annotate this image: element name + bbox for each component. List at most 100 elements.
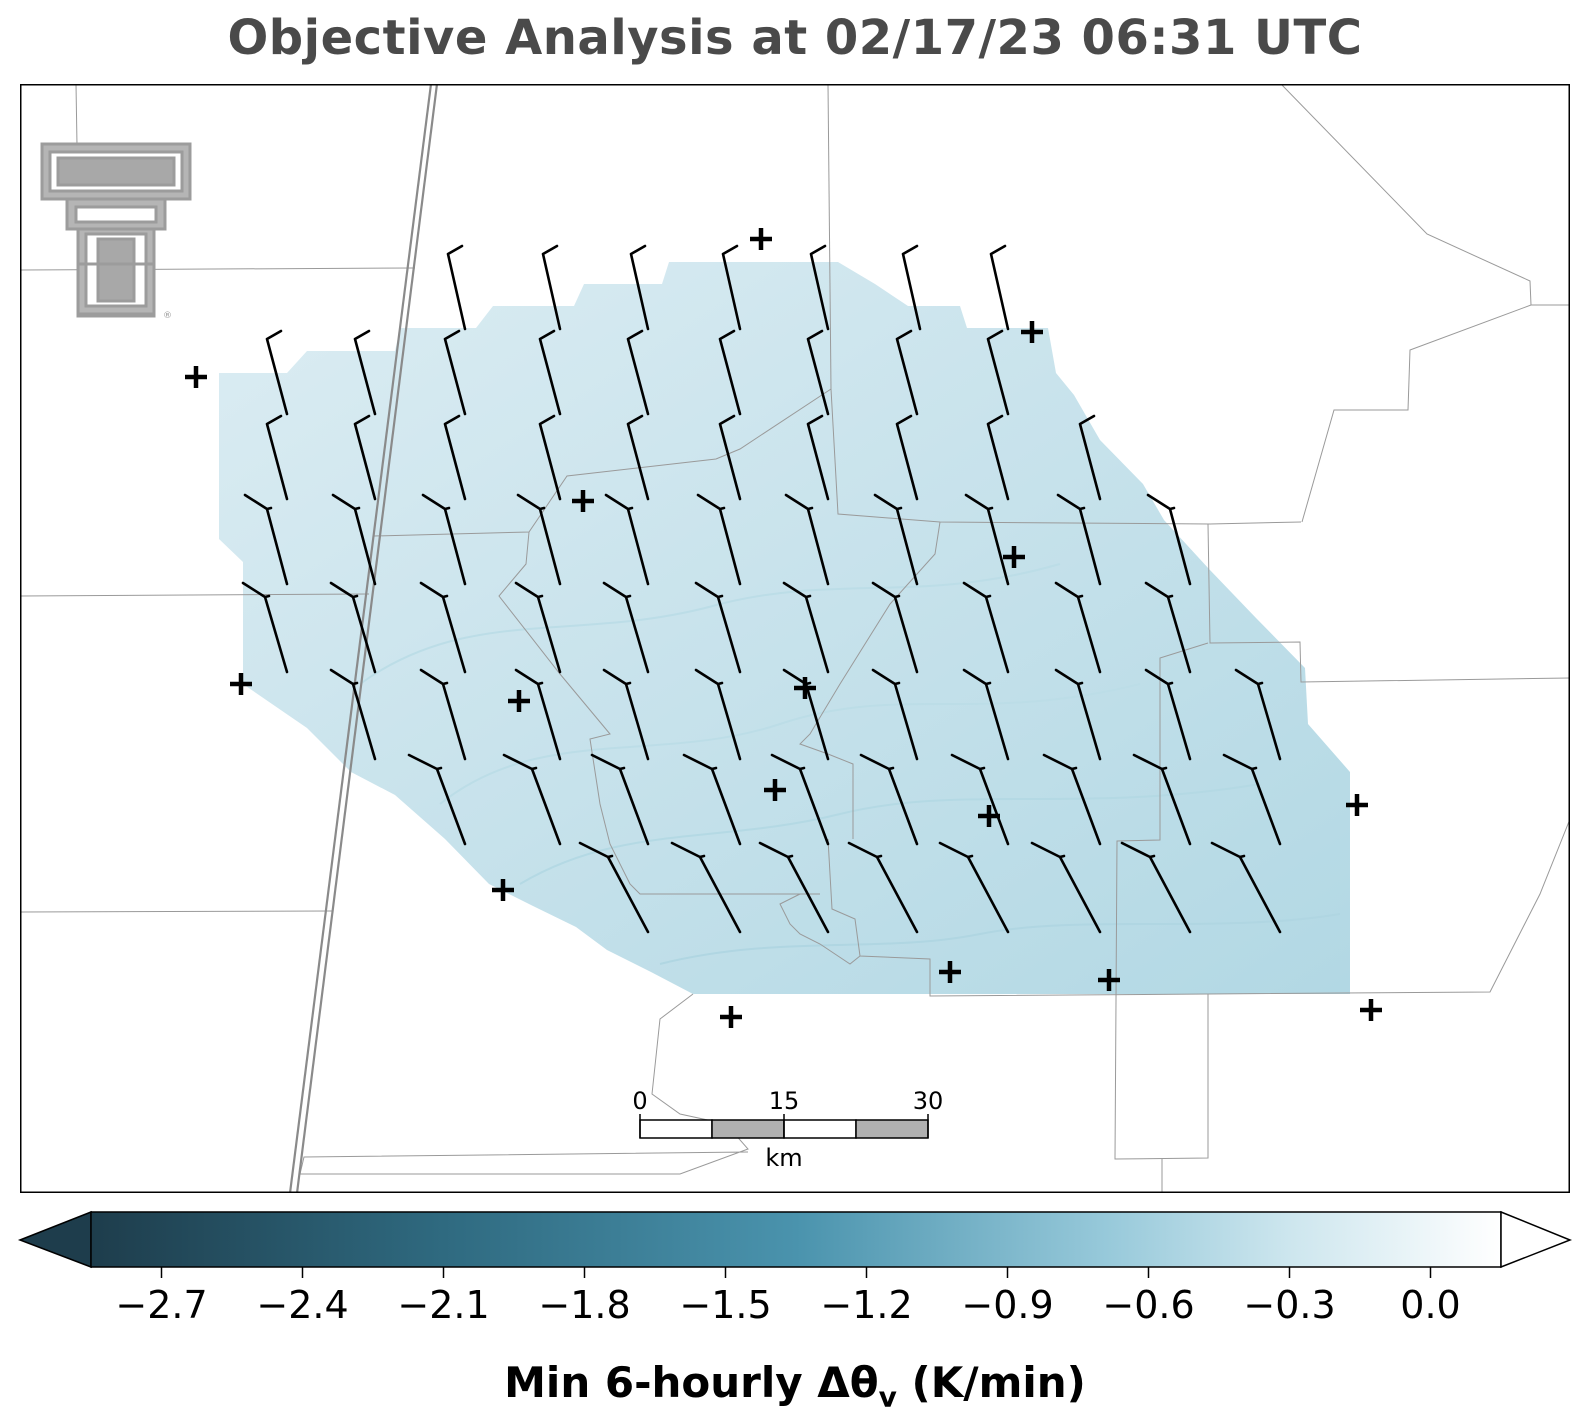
analysis-region [219,262,1350,994]
wind-barb [1042,753,1102,846]
wind-barb [806,414,830,501]
wind-barb [590,753,650,846]
wind-barb [407,753,467,846]
scale-bar-label-15: 15 [769,1087,800,1115]
contour-line [439,683,1141,805]
wind-barb [682,753,742,846]
plus-icon [764,779,786,801]
scale-bar-label-30: 30 [913,1087,944,1115]
page-title: Objective Analysis at 02/17/23 06:31 UTC [227,10,1363,66]
wind-barb [770,753,830,846]
wind-barb [578,841,650,934]
colorbar-extend-low [17,1210,92,1269]
wind-barb [694,581,742,674]
map-panel[interactable]: ® 0 15 30 km [20,84,1570,1193]
colorbar-label-main: Min 6-hourly Δθ [504,1358,879,1407]
colorbar-ticks: −2.7 −2.4 −2.1 −1.8 −1.5 −1.2 −0.9 −0.6 −0.3 0.0 [115,1267,1461,1327]
plus-icon [1360,999,1382,1021]
wind-barb [806,329,830,416]
plus-icon [492,879,514,901]
wind-barb [873,493,919,586]
contour-line [519,783,1261,885]
wind-barb [670,841,742,934]
colorbar-tick-label: −0.6 [1102,1283,1194,1327]
wind-barb [859,753,919,846]
wind-barb [629,244,650,331]
colorbar-tick-label: −0.3 [1243,1283,1335,1327]
plus-icon [1003,546,1025,568]
colorbar-tick-label: 0.0 [1400,1283,1460,1327]
wind-barb [626,329,650,416]
wind-barb [626,414,650,501]
wind-barb [419,581,467,674]
county-border [1280,84,1570,306]
wind-barb [446,244,467,331]
wind-barb [1210,841,1282,934]
wind-barb [721,244,742,331]
wind-barb [696,493,742,586]
wind-barb [871,668,919,761]
wind-barb [895,414,919,501]
colorbar-tick-label: −2.7 [115,1283,207,1327]
wind-barb [265,329,289,416]
wind-barb [421,493,467,586]
wind-barb [758,841,830,934]
wind-barb [514,668,562,761]
wind-barb [1146,493,1192,586]
wind-barb [241,581,289,674]
county-border [799,521,941,839]
county-border [779,893,861,965]
county-border [1301,304,1532,523]
wind-barb [1132,753,1192,846]
colorbar-label-subscript: v [878,1380,897,1414]
colorbar-tick-label: −1.2 [820,1283,912,1327]
wind-barb [443,329,467,416]
plus-icon [750,228,772,250]
wind-barb [1056,493,1102,586]
county-border [1207,523,1570,683]
state-border [288,84,439,1193]
wind-barb [1030,841,1102,934]
colorbar-ramp [90,1211,1502,1268]
scale-bar-segment [855,1119,929,1139]
wind-barb [602,668,650,761]
wind-barb [329,581,377,674]
scale-bar-units: km [765,1144,802,1172]
colorbar-tick-label: −2.4 [256,1283,348,1327]
wind-barb [784,493,830,586]
colorbar-tick-label: −0.9 [961,1283,1053,1327]
wind-barb [1222,753,1282,846]
wind-barb [1144,668,1192,761]
colorbar: −2.7 −2.4 −2.1 −1.8 −1.5 −1.2 −0.9 −0.6 −0.3 0.0 [17,1210,1573,1327]
wind-barb [538,329,562,416]
colorbar-label: Min 6-hourly Δθv (K/min) [0,1358,1590,1413]
wind-barb [950,753,1010,846]
wind-barb [847,841,919,934]
contour-line [659,913,1341,965]
scale-bar-label-0: 0 [632,1087,647,1115]
county-border [1114,642,1209,1160]
county-border [498,531,820,895]
colorbar-label-units: (K/min) [896,1358,1086,1407]
county-border [20,910,333,913]
wind-barb [502,753,562,846]
wind-barb [809,244,830,331]
wind-barb [329,668,377,761]
wind-barb [538,414,562,501]
colorbar-tick-label: −1.5 [679,1283,771,1327]
county-border [373,388,832,537]
county-border [299,993,749,1175]
wind-barb [694,668,742,761]
station-markers [185,228,1382,1028]
wind-barb [516,493,562,586]
wind-barb [331,493,377,586]
wind-barb [782,581,830,674]
wind-barb [541,244,562,331]
wind-barb [718,414,742,501]
wind-barb [964,493,1010,586]
wind-barb [265,414,289,501]
scale-bar-segment [639,1119,713,1139]
wind-barb [1234,668,1282,761]
svg-text:®: ® [163,311,172,321]
wind-barb [602,581,650,674]
